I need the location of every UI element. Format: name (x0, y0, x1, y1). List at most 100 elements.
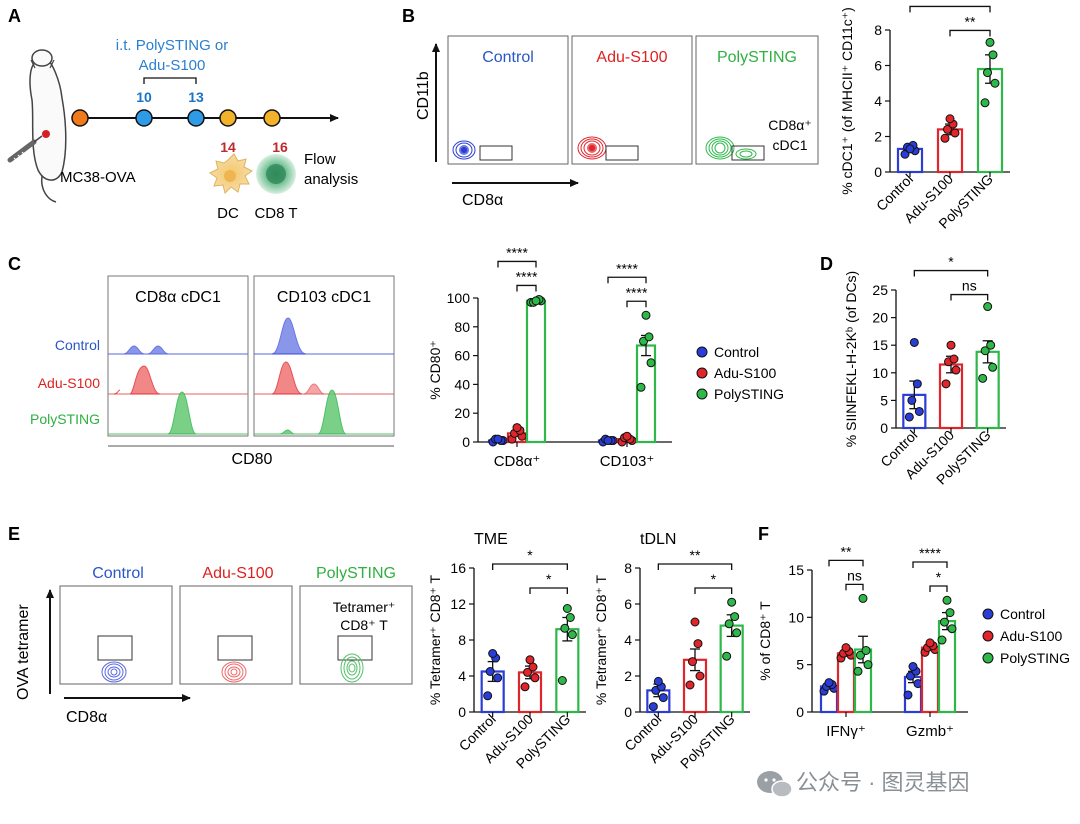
chart-e-tdln-polysting-point (730, 612, 740, 622)
chart-d-sig-1-label: * (948, 254, 954, 270)
chart-f-ytick-label: 15 (788, 562, 804, 578)
chart-d-adu-s100-bar (938, 363, 964, 430)
chart-b-ytick-label: 8 (874, 22, 882, 38)
b-gate-label-2: cDC1 (772, 137, 807, 153)
chart-b-ytick-label: 4 (874, 93, 882, 109)
chart-d-ytick-label: 15 (872, 337, 888, 353)
day0-marker (71, 109, 89, 127)
chart-e-tme-adu-s100-point (520, 682, 530, 692)
chart-b-sig-0-bracket (949, 29, 991, 37)
chart-f-gzmb--polysting-bar (937, 620, 957, 714)
chart-c-cd103--polysting-point (641, 310, 651, 320)
day16-label: 16 (272, 139, 288, 155)
chart-f-ifn--polysting-point (858, 593, 868, 603)
chart-e-tdln-sig-1-label: ** (690, 547, 701, 563)
dc-cell-icon (209, 153, 253, 194)
chart-b-ytick-label: 2 (874, 129, 882, 145)
chart-c-cd8--polysting-bar (525, 299, 547, 444)
chart-b-adu-s100-point (940, 133, 950, 143)
panel-letter-b: B (402, 6, 415, 26)
chart-d-sig-1-bracket (913, 269, 989, 277)
chart-f-ytick-label: 10 (788, 609, 804, 625)
chart-e-tdln-polysting-point (722, 651, 732, 661)
chart-e-tdln-polysting-point (732, 628, 742, 638)
chart-b-control-point (905, 144, 915, 154)
chart-b-ytick-label: 6 (874, 58, 882, 74)
b-flow-control (447, 35, 569, 165)
e-yaxis-label: OVA tetramer (15, 604, 32, 700)
b-flow-poly (695, 35, 819, 165)
e-xaxis-label: CD8α (66, 709, 107, 726)
treatment-label: i.t. PolySTING or (116, 37, 229, 54)
legend-f-poly: PolySTING (1000, 650, 1070, 666)
chart-c-xtick-label: CD8α⁺ (494, 453, 541, 470)
legend-c-swatch-poly (696, 388, 708, 400)
chart-e-tme-sig-0-label: * (546, 571, 552, 587)
chart-b-adu-s100-point (950, 128, 960, 138)
chart-c-g0-sig-1-bracket (497, 260, 537, 268)
chart-e-tme-control-point (488, 649, 498, 658)
panel-letter-c: C (8, 254, 21, 274)
chart-c-cd8--control-point (493, 434, 503, 444)
chart-f-gzmb--adu-s100-point (925, 638, 935, 648)
chart-f-gzmb--polysting-point (947, 624, 957, 634)
chart-e-tme-control-point (485, 667, 495, 676)
chart-e-tme-ytick-label: 16 (450, 560, 466, 576)
chart-b-polysting-point (983, 68, 992, 78)
chart-d-ytick-label: 25 (872, 282, 888, 298)
chart-e-tme-sig-1-label: * (527, 547, 533, 563)
chart-e-tdln-adu-s100-point (690, 617, 700, 627)
chart-c-cd103--control-point (603, 436, 613, 446)
chart-c-ytick-label: 100 (447, 290, 471, 306)
chart-e-tdln-control-point (648, 702, 658, 712)
panel-letter-d: D (820, 254, 833, 274)
chart-e-tme-control-point (493, 673, 503, 683)
c-hist-title-1: CD8α cDC1 (135, 289, 221, 306)
wechat-icon (757, 771, 793, 798)
chart-e-tdln-ytick-label: 2 (624, 668, 632, 684)
chart-b-sig-1-bracket (909, 5, 991, 13)
chart-f-ifn--polysting-point (853, 666, 863, 676)
chart-e-tme-ytick-label: 4 (458, 668, 466, 684)
legend-c-poly: PolySTING (714, 386, 784, 402)
chart-e-tdln-adu-s100-point (695, 671, 705, 681)
chart-e-tme-ytick-label: 12 (450, 596, 466, 612)
day14-label: 14 (220, 139, 236, 155)
panel-letter-e: E (8, 524, 20, 544)
e-flow-poly (299, 585, 413, 685)
chart-f-ifn--adu-s100-point (841, 643, 851, 653)
c-row-adu: Adu-S100 (38, 375, 100, 391)
chart-d-control-point (907, 395, 917, 405)
chart-e-tme-polysting-point (557, 676, 567, 685)
chart-f-gzmb--polysting-point (937, 635, 947, 645)
chart-c-cd103--polysting-point (636, 382, 646, 392)
legend-c-swatch-adu (696, 367, 708, 379)
e-flow-title-control: Control (92, 565, 144, 582)
chart-c-g0-sig-0-label: **** (516, 268, 538, 284)
chart-e-tme-sig-1-bracket (492, 563, 568, 570)
chart-e-tme-polysting-bar (555, 628, 580, 714)
chart-e-tdln-ytick-label: 4 (624, 632, 632, 648)
chart-e-tme-polysting-point (562, 604, 572, 613)
chart-c-ytick-label: 0 (462, 434, 470, 450)
chart-c-xtick-label: CD103⁺ (600, 453, 655, 470)
b-yaxis-label: CD11b (415, 71, 432, 120)
chart-e-tdln-control-point (653, 676, 663, 686)
chart-e-tdln-ylabel: % Tetramer⁺ CD8⁺ T (593, 574, 609, 705)
chart-e-tdln-ytick-label: 0 (624, 704, 632, 720)
chart-d-polysting-point (978, 373, 988, 383)
chart-e-tdln-sig-1-bracket (657, 563, 733, 570)
mouse-illustration (7, 49, 67, 203)
chart-e-tme-ytick-label: 8 (458, 632, 466, 648)
chart-b-sig-0-label: ** (965, 13, 976, 29)
flow-label: Flow (304, 151, 336, 168)
e-gate-label-2: CD8⁺ T (340, 617, 388, 633)
chart-f-xtick-label: Gzmb⁺ (906, 723, 954, 740)
legend-c-adu: Adu-S100 (714, 365, 776, 381)
chart-d-sig-0-label: ns (962, 278, 977, 294)
chart-e-tdln-ytick-label: 6 (624, 596, 632, 612)
chart-c-g1-sig-0-label: **** (626, 284, 648, 300)
